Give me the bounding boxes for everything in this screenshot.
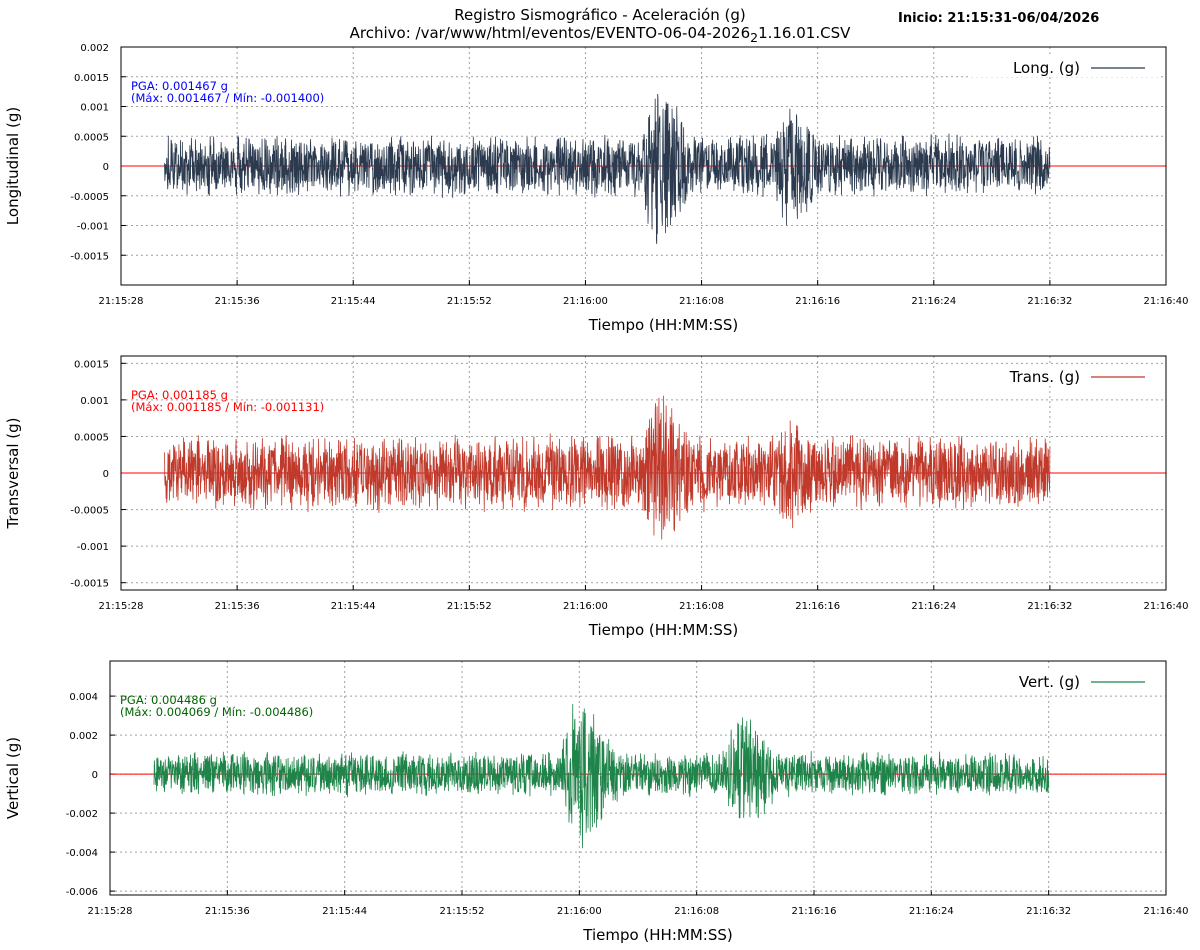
- legend-label: Trans. (g): [1009, 368, 1080, 386]
- legend-box: [971, 55, 1159, 77]
- minmax-label: (Máx: 0.001467 / Mín: -0.001400): [131, 91, 324, 105]
- x-tick-label: 21:15:52: [440, 906, 485, 917]
- y-tick-label: 0.001: [80, 396, 109, 407]
- pga-label: PGA: 0.001467 g: [131, 79, 228, 93]
- x-tick-label: 21:16:16: [795, 296, 840, 307]
- x-tick-label: 21:16:08: [674, 906, 719, 917]
- plot-frame: [120, 355, 1167, 591]
- y-tick-label: -0.0005: [70, 192, 109, 203]
- x-tick-label: 21:16:32: [1027, 296, 1072, 307]
- x-tick-label: 21:16:00: [563, 296, 608, 307]
- x-axis-label: Tiempo (HH:MM:SS): [588, 316, 738, 334]
- x-tick-label: 21:15:36: [215, 601, 260, 612]
- x-tick-label: 21:15:28: [88, 906, 133, 917]
- x-axis-label: Tiempo (HH:MM:SS): [588, 621, 738, 639]
- y-tick-label: -0.0015: [70, 579, 109, 590]
- y-tick-label: 0: [103, 162, 109, 173]
- plot-frame: [120, 46, 1167, 286]
- y-tick-label: -0.001: [77, 542, 109, 553]
- x-tick-label: 21:16:16: [795, 601, 840, 612]
- y-tick-label: 0.004: [69, 692, 98, 703]
- start-time-label: Inicio: 21:15:31-06/04/2026: [898, 11, 1100, 26]
- y-tick-label: 0.0015: [74, 73, 109, 84]
- x-tick-label: 21:16:32: [1026, 906, 1071, 917]
- minmax-label: (Máx: 0.001185 / Mín: -0.001131): [131, 400, 324, 414]
- y-tick-label: -0.006: [66, 887, 98, 898]
- subtitle-subscript: 2: [750, 30, 759, 45]
- signal-trace-3: [153, 704, 1050, 849]
- y-tick-label: -0.004: [66, 848, 98, 859]
- x-tick-label: 21:16:24: [911, 601, 956, 612]
- y-tick-label: -0.002: [66, 809, 98, 820]
- plot-frame: [109, 660, 1167, 896]
- x-tick-label: 21:16:24: [911, 296, 956, 307]
- pga-label: PGA: 0.001185 g: [131, 388, 228, 402]
- legend-box: [971, 364, 1159, 386]
- y-axis-label: Longitudinal (g): [4, 107, 22, 225]
- chart-panel-3: 21:15:28 21:15:36 21:15:44 21:15:52 21:16:00…: [4, 660, 1189, 944]
- x-tick-label: 21:15:52: [447, 296, 492, 307]
- x-tick-label: 21:16:00: [563, 601, 608, 612]
- x-tick-label: 21:16:40: [1144, 601, 1189, 612]
- y-tick-label: 0.002: [69, 731, 98, 742]
- x-tick-label: 21:16:32: [1027, 601, 1072, 612]
- pga-label: PGA: 0.004486 g: [120, 693, 217, 707]
- x-tick-label: 21:16:24: [909, 906, 954, 917]
- x-tick-label: 21:16:08: [679, 296, 724, 307]
- y-tick-label: 0.002: [80, 43, 109, 54]
- y-tick-label: 0: [103, 469, 109, 480]
- chart-panel-2: 21:15:28 21:15:36 21:15:44 21:15:52 21:16:00…: [4, 355, 1189, 639]
- y-tick-label: 0.0005: [74, 132, 109, 143]
- x-tick-label: 21:16:08: [679, 601, 724, 612]
- x-tick-label: 21:15:44: [331, 601, 376, 612]
- x-tick-label: 21:16:40: [1144, 296, 1189, 307]
- y-tick-label: 0.0005: [74, 432, 109, 443]
- legend-label: Long. (g): [1013, 59, 1080, 77]
- legend-box: [971, 669, 1159, 691]
- x-tick-label: 21:16:16: [792, 906, 837, 917]
- x-axis-label: Tiempo (HH:MM:SS): [582, 926, 732, 944]
- chart-title: Registro Sismográfico - Aceleración (g): [454, 6, 746, 24]
- x-tick-label: 21:16:00: [557, 906, 602, 917]
- legend-label: Vert. (g): [1019, 673, 1080, 691]
- x-tick-label: 21:15:28: [99, 296, 144, 307]
- x-tick-label: 21:15:44: [322, 906, 367, 917]
- y-tick-label: -0.0015: [70, 251, 109, 262]
- minmax-label: (Máx: 0.004069 / Mín: -0.004486): [120, 705, 313, 719]
- signal-trace-2: [164, 395, 1051, 540]
- y-axis-label: Transversal (g): [4, 417, 22, 529]
- y-axis-label: Vertical (g): [4, 737, 22, 819]
- signal-trace-1: [164, 93, 1051, 244]
- y-tick-label: -0.0005: [70, 506, 109, 517]
- y-tick-label: 0.001: [80, 103, 109, 114]
- x-tick-label: 21:15:36: [215, 296, 260, 307]
- subtitle-prefix: Archivo: /var/www/html/eventos/EVENTO-06…: [349, 24, 751, 42]
- y-tick-label: -0.001: [77, 222, 109, 233]
- x-tick-label: 21:16:40: [1144, 906, 1189, 917]
- chart-panel-1: 21:15:28 21:15:36 21:15:44 21:15:52 21:16:00…: [4, 43, 1188, 334]
- chart-subtitle: Archivo: /var/www/html/eventos/EVENTO-06…: [250, 24, 950, 45]
- x-tick-label: 21:15:44: [331, 296, 376, 307]
- subtitle-suffix: 1.16.01.CSV: [758, 24, 851, 42]
- x-tick-label: 21:15:36: [205, 906, 250, 917]
- y-tick-label: 0: [92, 770, 98, 781]
- y-tick-label: 0.0015: [74, 359, 109, 370]
- x-tick-label: 21:15:52: [447, 601, 492, 612]
- x-tick-label: 21:15:28: [99, 601, 144, 612]
